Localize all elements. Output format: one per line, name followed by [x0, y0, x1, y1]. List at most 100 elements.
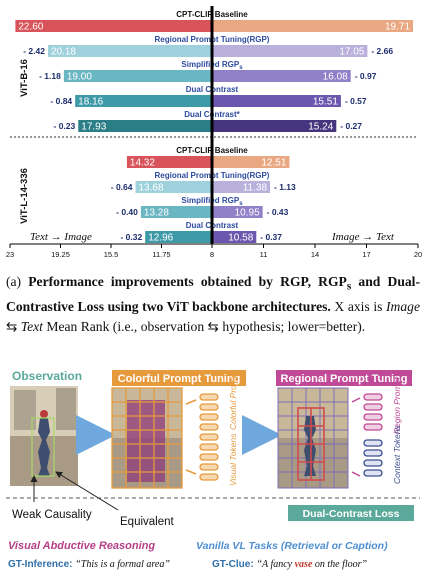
value-left: 14.32	[130, 158, 155, 169]
visual-abductive-label: Visual Abductive Reasoning	[8, 540, 155, 552]
delta-left: - 0.23	[54, 121, 76, 131]
row-label-sub: s	[239, 65, 243, 71]
x-tick-label: 20	[414, 250, 422, 259]
delta-right: - 1.13	[274, 182, 296, 192]
regional-prompt-panel: Regional Prompt Tuning Region Pro	[276, 370, 412, 489]
value-right: 17.05	[339, 47, 364, 58]
value-left: 12.96	[148, 233, 173, 244]
value-right: 10.58	[228, 233, 253, 244]
x-tick-label: 17	[362, 250, 370, 259]
delta-left: - 0.64	[111, 182, 133, 192]
value-left: 18.16	[78, 97, 103, 108]
backbone-label: ViT-B-16	[19, 59, 30, 97]
value-right: 16.08	[323, 72, 348, 83]
left-direction-label: Text → Image	[30, 231, 92, 243]
observation-photo	[10, 386, 78, 486]
value-left: 20.18	[51, 47, 76, 58]
value-left: 22.60	[18, 22, 43, 33]
value-right: 19.71	[385, 22, 410, 33]
observation-label: Observation	[12, 369, 82, 383]
value-right: 11.38	[243, 183, 268, 194]
backbone-label: ViT-L-14-336	[19, 168, 30, 224]
value-right: 10.95	[235, 208, 260, 219]
gt-inference-text: “This is a formal area”	[75, 559, 170, 570]
method-figure: Observation Colorful Prompt Tuning	[6, 369, 420, 570]
caption-arrows: ⇆	[6, 318, 18, 334]
delta-left: - 0.32	[120, 232, 142, 242]
x-tick-label: 14	[311, 250, 319, 259]
equivalent-arrow	[55, 471, 119, 511]
delta-right: - 0.97	[355, 71, 377, 81]
delta-right: - 2.66	[371, 46, 393, 56]
value-right: 15.51	[313, 97, 338, 108]
delta-left: - 2.42	[23, 46, 45, 56]
gt-clue-pre: “A fancy	[256, 559, 294, 570]
vanilla-vl-label: Vanilla VL Tasks (Retrieval or Caption)	[196, 540, 388, 552]
caption-bold2: and Dual-Contrastive Loss using two ViT …	[6, 274, 420, 314]
gt-inference-label: GT-Inference:	[8, 559, 72, 570]
colorful-prompt-label: Colorful Prompt	[228, 370, 238, 430]
row-label-sub: s	[239, 201, 243, 207]
caption-bold: Performance improvements obtained by RGP…	[28, 274, 347, 289]
visual-tokens-label: Visual Tokens	[228, 433, 238, 486]
colorful-prompt-panel: Colorful Prompt Tuning Colorful Prompt V…	[111, 370, 246, 489]
delta-left: - 1.18	[39, 71, 61, 81]
weak-causality-label: Weak Causality	[12, 509, 92, 521]
value-right: 15.24	[308, 122, 333, 133]
value-left: 17.93	[81, 122, 106, 133]
bar-right	[212, 206, 263, 218]
delta-right: - 0.27	[340, 121, 362, 131]
bar-left	[78, 120, 212, 132]
equivalent-label: Equivalent	[120, 516, 175, 528]
gt-clue: GT-Clue: “A fancy vase on the floor”	[212, 559, 368, 570]
context-tokens-label: Context Tokens	[392, 425, 402, 484]
delta-left: - 0.84	[50, 96, 72, 106]
caption-arrows-2: ⇆	[207, 318, 219, 334]
delta-right: - 0.37	[260, 232, 282, 242]
gt-clue-post: on the floor”	[312, 559, 367, 570]
bar-right	[212, 181, 271, 193]
bar-left	[63, 70, 212, 82]
bar-left	[126, 156, 212, 168]
gt-inference: GT-Inference: “This is a formal area”	[8, 559, 170, 570]
value-left: 13.28	[144, 208, 169, 219]
caption-t2: Mean Rank (i.e., observation	[42, 318, 208, 334]
bar-right	[212, 156, 290, 168]
caption-bold-sub: s	[346, 280, 352, 293]
x-tick-label: 23	[6, 250, 14, 259]
x-tick-label: 8	[210, 250, 214, 259]
dual-contrast-label: Dual-Contrast Loss	[303, 508, 400, 520]
bar-left	[140, 206, 212, 218]
value-left: 13.68	[139, 183, 164, 194]
bar-right	[212, 231, 257, 243]
x-tick-label: 11.75	[152, 250, 170, 259]
bar-left	[145, 231, 212, 243]
figure-caption: (a) Performance improvements obtained by…	[6, 272, 420, 337]
bar-right	[212, 95, 341, 107]
right-direction-label: Image → Text	[331, 231, 395, 243]
dual-contrast-box	[288, 505, 414, 521]
bar-left	[75, 95, 212, 107]
caption-math-image: Image	[386, 298, 420, 314]
delta-right: - 0.43	[267, 207, 289, 217]
x-tick-label: 11	[260, 250, 268, 259]
bar-left	[15, 20, 212, 32]
caption-math-text: Text	[20, 318, 43, 334]
caption-t3: hypothesis; lower=better).	[218, 318, 366, 334]
region-prompt-label: Region Prompt	[392, 377, 402, 434]
bar-right	[212, 70, 351, 82]
bar-left	[135, 181, 212, 193]
caption-prefix: (a)	[6, 274, 29, 289]
delta-left: - 0.40	[116, 207, 138, 217]
gt-clue-word: vase	[295, 559, 313, 570]
caption-t1: X axis is	[330, 298, 387, 314]
value-right: 12.51	[261, 158, 286, 169]
bar-left	[47, 45, 213, 57]
x-tick-label: 15.5	[104, 250, 119, 259]
bar-right	[212, 120, 337, 132]
x-tick-label: 19.25	[51, 250, 70, 259]
bar-right	[212, 45, 368, 57]
value-left: 19.00	[67, 72, 92, 83]
delta-right: - 0.57	[345, 96, 367, 106]
